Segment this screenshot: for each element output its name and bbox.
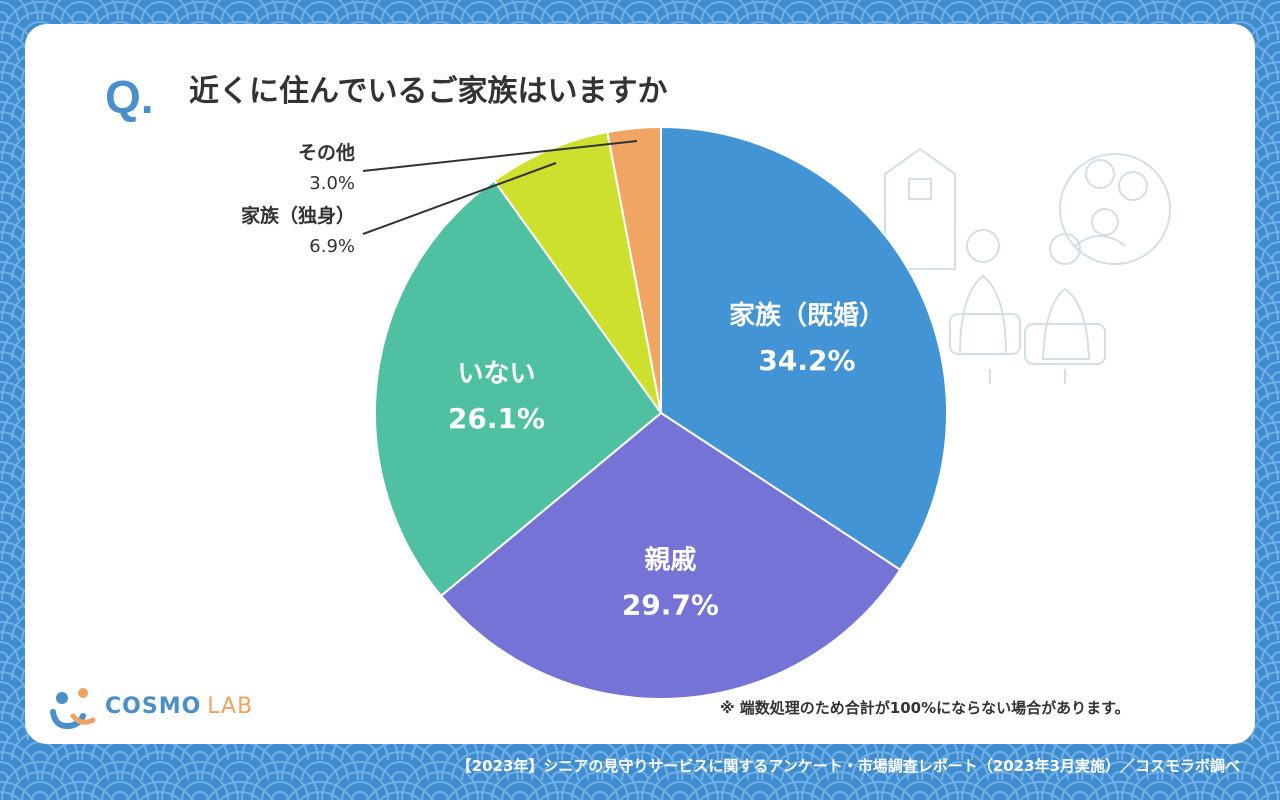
slice-value-label: 3.0% — [309, 173, 355, 194]
logo-icon — [50, 688, 96, 730]
pie-slice — [439, 411, 902, 700]
pie-slices — [374, 125, 948, 700]
family-illustration — [884, 147, 1171, 384]
slice-label: 親戚 — [644, 546, 696, 576]
pie-callouts — [362, 140, 638, 235]
question-mark: Q. — [105, 71, 154, 123]
pie-slice — [374, 179, 663, 598]
slice-label: いない — [457, 359, 535, 389]
slice-label: 家族（既婚） — [729, 300, 885, 331]
slice-value-label: 6.9% — [309, 236, 355, 257]
slice-value-label: 29.7% — [622, 589, 719, 622]
slice-label: その他 — [298, 141, 355, 164]
source-footer: 【2023年】シニアの見守りサービスに関するアンケート・市場調査レポート（202… — [456, 757, 1240, 775]
slice-value-label: 34.2% — [758, 344, 855, 377]
logo-word-lab: LAB — [207, 694, 254, 719]
question-title: 近くに住んでいるご家族はいますか — [189, 74, 668, 109]
rounding-note: ※ 端数処理のため合計が100%にならない場合があります。 — [720, 699, 1130, 717]
chart-card: Q. 近くに住んでいるご家族はいますか 家族（既婚） 34.2% 親戚 29.7% いな… — [25, 24, 1255, 744]
cosmo-lab-logo: COSMO LAB — [45, 682, 265, 732]
pie-chart: 家族（既婚） 34.2% 親戚 29.7% いない 26.1% 家族（独身） 6.9% その他 3… — [241, 125, 1171, 700]
logo-word-cosmo: COSMO — [105, 694, 202, 719]
pie-slice — [606, 125, 662, 414]
pie-labels: 家族（既婚） 34.2% 親戚 29.7% いない 26.1% 家族（独身） 6.9% その他 3… — [241, 141, 885, 622]
logo-text: COSMO LAB — [105, 694, 253, 719]
callout-line — [362, 140, 638, 172]
slice-value-label: 26.1% — [448, 402, 545, 435]
callout-line — [362, 162, 557, 235]
slice-label: 家族（独身） — [241, 204, 355, 227]
